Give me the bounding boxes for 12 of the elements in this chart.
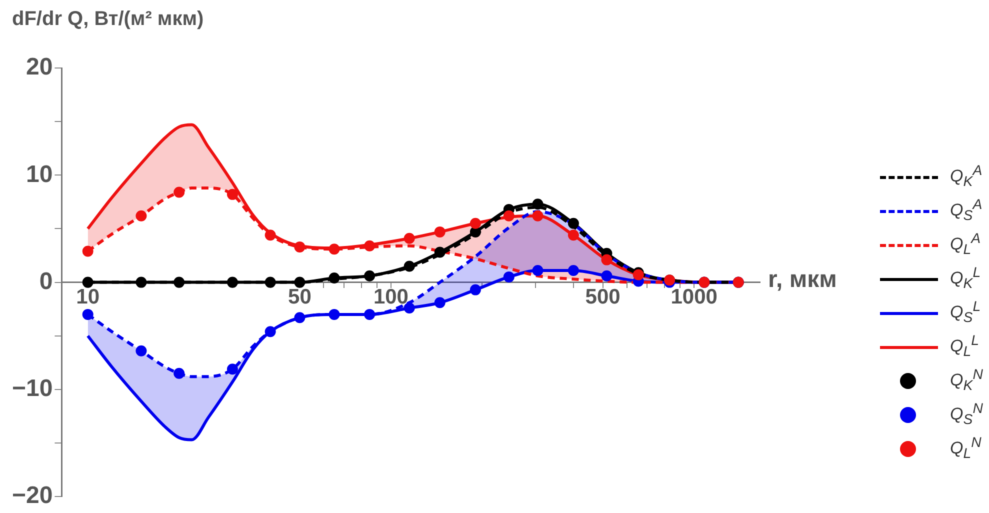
- y-tick-label: 10: [26, 160, 53, 188]
- x-tick-label: 10: [76, 286, 100, 309]
- x-tick-label: 1000: [670, 286, 718, 309]
- y-axis-title: dF/dr Q, Вт/(м² мкм): [12, 8, 204, 31]
- x-tick-label: 500: [585, 286, 620, 309]
- y-tick-label: 20: [26, 54, 53, 81]
- x-tick-label: 100: [373, 286, 408, 309]
- x-axis-title: r, мкм: [768, 266, 837, 294]
- x-tick-label: 50: [288, 286, 312, 309]
- y-tick-label: −10: [12, 375, 53, 402]
- y-tick-label: 0: [39, 268, 53, 295]
- y-tick-label: −20: [12, 482, 53, 510]
